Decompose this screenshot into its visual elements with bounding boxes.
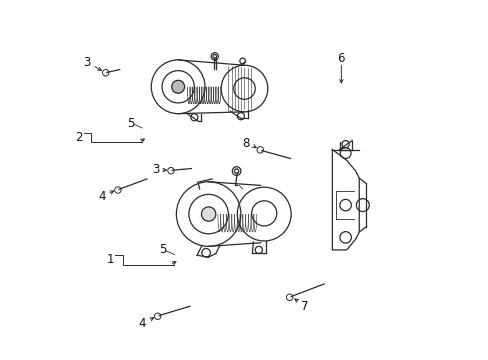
Text: 6: 6 <box>337 52 345 65</box>
Circle shape <box>201 207 215 221</box>
Text: 4: 4 <box>98 190 106 203</box>
Circle shape <box>171 80 184 93</box>
Text: 4: 4 <box>138 317 146 330</box>
Text: 3: 3 <box>152 163 159 176</box>
Text: 2: 2 <box>75 131 82 144</box>
Text: 5: 5 <box>127 117 134 130</box>
Text: 8: 8 <box>242 136 249 149</box>
Text: 5: 5 <box>159 243 166 256</box>
Text: 3: 3 <box>83 56 90 69</box>
Text: 1: 1 <box>106 253 114 266</box>
Text: 7: 7 <box>301 300 308 313</box>
